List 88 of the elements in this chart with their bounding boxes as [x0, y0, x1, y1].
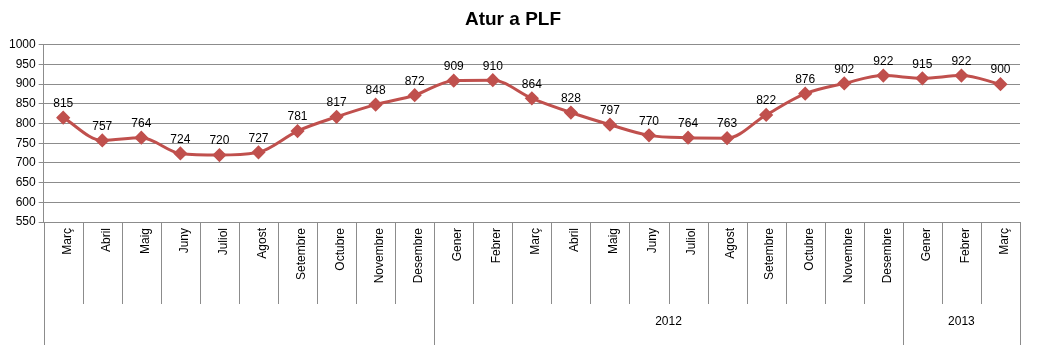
data-label: 922: [873, 53, 894, 68]
data-label: 910: [482, 58, 504, 73]
point: [720, 131, 734, 145]
x-tick-label: Febrer: [489, 228, 504, 264]
point: [798, 87, 812, 101]
point: [564, 106, 578, 120]
data-label: 763: [717, 116, 738, 131]
point: [95, 133, 109, 147]
point: [993, 77, 1007, 91]
x-tick-label: Juny: [645, 228, 660, 254]
data-label: 781: [287, 109, 308, 124]
y-tick-label: 650: [15, 174, 37, 189]
x-tick-label: Abril: [98, 228, 113, 253]
x-tick-label: Novembre: [371, 227, 386, 284]
point: [56, 111, 70, 125]
x-tick-label: Desembre: [411, 227, 425, 284]
point: [486, 73, 500, 87]
x-tick-label: Agost: [254, 227, 269, 259]
point: [681, 131, 695, 145]
data-label: 828: [560, 90, 582, 105]
x-tick-label: Juliol: [684, 228, 699, 256]
x-tick-label: Juliol: [215, 228, 230, 256]
point: [759, 108, 773, 122]
point: [603, 118, 617, 132]
data-label: 757: [92, 118, 113, 133]
point: [525, 91, 539, 105]
x-tick-label: Maig: [606, 228, 621, 255]
data-label: 900: [990, 62, 1011, 77]
data-label: 815: [53, 95, 74, 110]
text: 2013: [948, 314, 976, 329]
point: [876, 69, 890, 83]
y-tick-label: 550: [15, 214, 37, 229]
data-label: 817: [326, 95, 347, 110]
data-label: 770: [638, 113, 660, 128]
x-tick-label: Abril: [567, 228, 582, 253]
point: [837, 76, 851, 90]
point: [915, 71, 929, 85]
x-tick-label: Març: [996, 228, 1011, 255]
y-tick-label: 950: [15, 56, 37, 71]
data-label: 764: [678, 116, 699, 131]
x-tick-label: Agost: [723, 227, 738, 259]
point: [369, 98, 383, 112]
y-tick-label: 800: [15, 115, 37, 130]
point: [134, 131, 148, 145]
y-tick-label: 850: [15, 96, 37, 111]
data-label: 764: [131, 116, 152, 131]
y-tick-label: 600: [15, 194, 37, 209]
point: [251, 145, 265, 159]
y-tick-label: 750: [15, 135, 37, 150]
chart-title: Atur a PLF: [464, 7, 562, 29]
data-label: 848: [365, 82, 386, 97]
data-label: 872: [404, 73, 426, 88]
point: [173, 146, 187, 160]
x-tick-label: Desembre: [879, 227, 894, 284]
x-tick-label: Gener: [450, 228, 465, 262]
x-tick-label: Juny: [176, 228, 191, 254]
x-tick-label: Febrer: [957, 228, 972, 264]
point: [408, 88, 422, 102]
x-tick-label: Setembre: [293, 227, 308, 281]
x-tick-label: Març: [528, 228, 543, 255]
point: [212, 148, 226, 162]
y-tick-label: 700: [15, 155, 37, 170]
data-label: 822: [756, 93, 777, 108]
data-label: 724: [170, 131, 191, 146]
data-label: 797: [599, 103, 621, 118]
point: [642, 128, 656, 142]
data-label: 727: [248, 130, 269, 145]
data-label: 922: [951, 53, 972, 68]
point: [330, 110, 344, 124]
data-label: 915: [912, 56, 933, 71]
text: 2012: [655, 314, 683, 329]
point: [447, 74, 461, 88]
data-label: 902: [834, 61, 855, 76]
data-label: 864: [521, 76, 543, 91]
x-tick-label: Març: [59, 228, 74, 255]
x-tick-label: Gener: [918, 228, 933, 262]
x-tick-label: Octubre: [332, 227, 347, 271]
data-label: 909: [443, 58, 465, 73]
data-label: 876: [795, 71, 816, 86]
y-tick-label: 1000: [8, 37, 37, 52]
point: [291, 124, 305, 138]
data-label: 720: [209, 133, 230, 148]
point: [954, 69, 968, 83]
y-tick-label: 900: [15, 76, 37, 91]
x-tick-label: Octubre: [801, 227, 816, 271]
x-tick-label: Novembre: [840, 227, 855, 284]
x-tick-label: Setembre: [762, 227, 777, 281]
x-tick-label: Maig: [137, 228, 152, 255]
